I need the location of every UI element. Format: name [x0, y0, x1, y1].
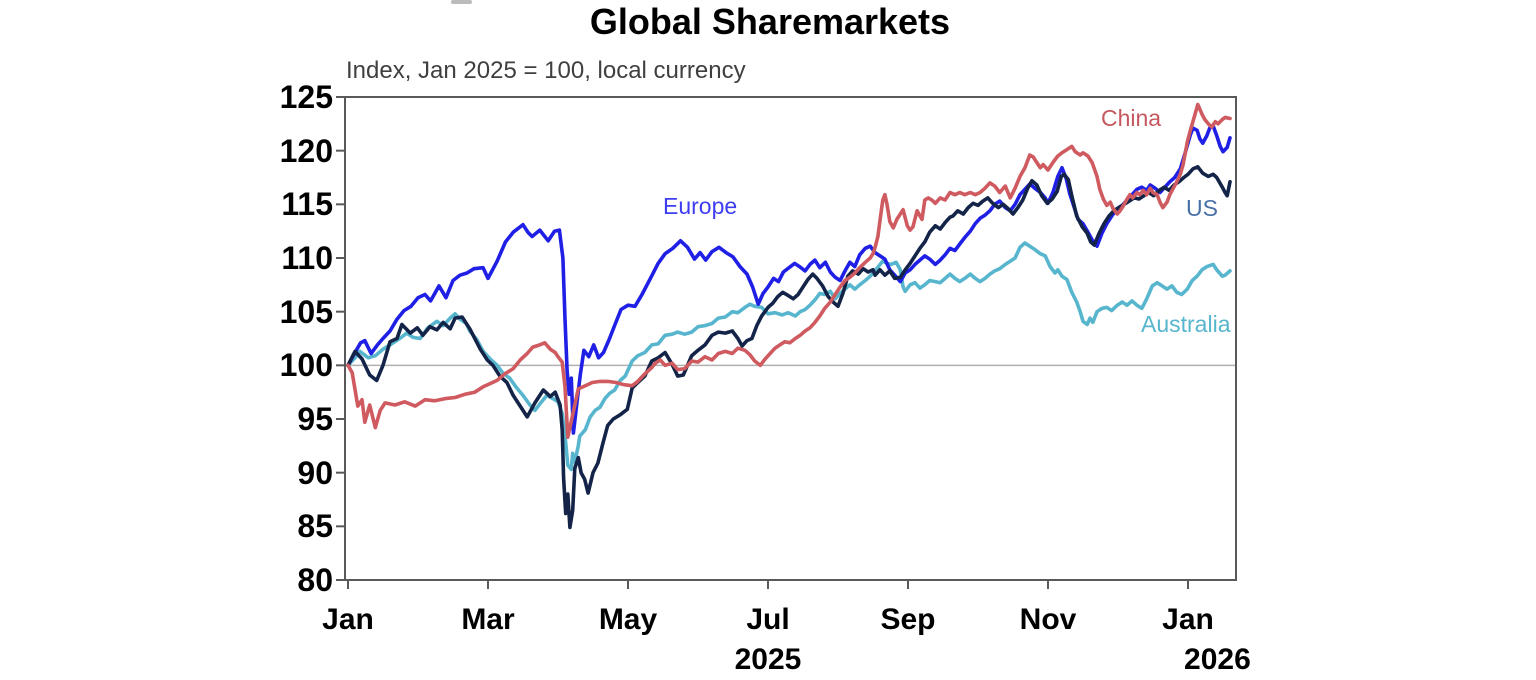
y-axis-tick-label: 90 — [297, 454, 333, 491]
series-line-europe — [346, 124, 1232, 435]
crop-artifact — [451, 0, 472, 4]
series-line-china — [346, 102, 1232, 439]
x-axis-month-label: Jul — [746, 603, 790, 636]
x-axis-month-label: Jan — [1162, 603, 1214, 636]
y-axis-tick-label: 80 — [297, 562, 333, 598]
y-axis-tick-label: 85 — [297, 508, 333, 545]
y-axis-tick-label: 105 — [279, 293, 333, 330]
series-label-europe: Europe — [663, 193, 738, 219]
series-label-us: US — [1186, 195, 1218, 221]
y-axis-tick-label: 115 — [281, 186, 333, 223]
y-axis-tick-label: 120 — [279, 132, 333, 169]
x-axis-month-label: Mar — [461, 603, 515, 636]
y-axis-tick-label: 95 — [297, 401, 333, 437]
y-axis-tick-label: 110 — [281, 240, 333, 276]
plot-frame — [344, 96, 1237, 581]
year-label-2026: 2026 — [1184, 643, 1251, 676]
series-line-australia — [346, 241, 1232, 472]
year-label-2025: 2025 — [734, 643, 802, 676]
x-axis-month-label: May — [598, 603, 658, 636]
chart-title: Global Sharemarkets — [589, 1, 951, 42]
y-axis-tick-label: 125 — [279, 79, 333, 115]
series-line-us — [346, 165, 1232, 530]
y-axis-tick-label: 100 — [279, 347, 333, 384]
x-axis-month-label: Nov — [1019, 603, 1077, 636]
series-label-china: China — [1101, 105, 1162, 131]
x-axis-month-label: Jan — [322, 603, 374, 636]
series-label-australia: Australia — [1141, 311, 1231, 337]
chart-subtitle: Index, Jan 2025 = 100, local currency — [346, 57, 746, 84]
x-axis-month-label: Sep — [880, 603, 936, 636]
